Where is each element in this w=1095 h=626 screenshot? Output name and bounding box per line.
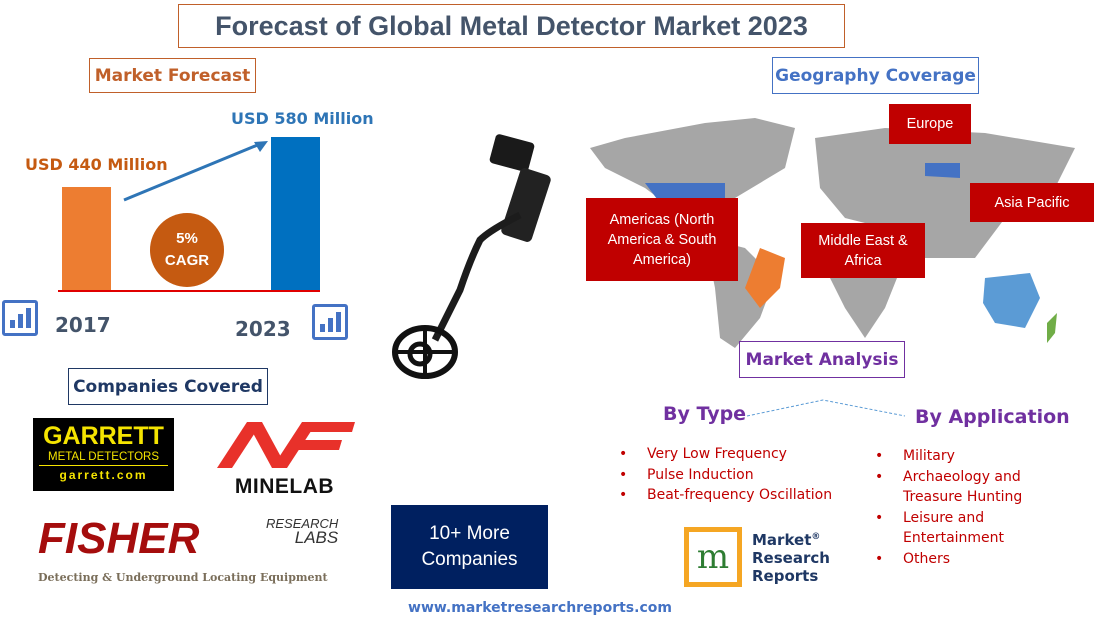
end-value-label: USD 580 Million [231,109,374,128]
list-item: Leisure and Entertainment [875,508,1055,549]
market-forecast-heading: Market Forecast [89,58,256,93]
end-year: 2023 [235,317,291,341]
fisher-sub: RESEARCH LABS [266,516,339,547]
companies-heading: Companies Covered [68,368,268,405]
by-application-heading: By Application [915,406,1070,428]
start-value-label: USD 440 Million [25,155,168,174]
fisher-sub1: RESEARCH [266,516,339,531]
minelab-name: MINELAB [234,475,335,498]
garrett-url: garrett.com [59,468,148,482]
page-title: Forecast of Global Metal Detector Market… [178,4,845,48]
geography-heading: Geography Coverage [772,57,979,94]
minelab-mark-icon [217,422,355,468]
more-companies-box: 10+ More Companies [391,505,548,589]
garrett-logo: GARRETT METAL DETECTORS garrett.com [33,418,174,491]
garrett-sub: METAL DETECTORS [39,450,168,466]
fisher-tagline: Detecting & Underground Locating Equipme… [38,571,328,584]
type-list: Very Low Frequency Pulse Induction Beat-… [619,444,832,506]
fisher-sub2: LABS [294,528,339,547]
bar-chart-icon [2,300,38,336]
application-list: Military Archaeology and Treasure Huntin… [875,446,1055,569]
footer-url[interactable]: www.marketresearchreports.com [408,600,672,616]
mrr-logo-icon: m [684,527,742,587]
region-europe: Europe [889,104,971,144]
cagr-badge: 5% CAGR [150,213,224,287]
start-year: 2017 [55,313,111,337]
bar-2017 [62,187,111,291]
list-item: Very Low Frequency [619,444,832,465]
metal-detector-image [392,134,551,379]
brand-line1: Market [752,531,812,549]
cagr-label: CAGR [164,252,210,269]
list-item: Archaeology and Treasure Hunting [875,467,1055,508]
mrr-logo-text: Market® Research Reports [752,528,830,585]
market-analysis-heading: Market Analysis [739,341,905,378]
connector-line [746,399,906,417]
bar-chart-icon [312,304,348,340]
region-asia-pacific: Asia Pacific [970,183,1094,222]
region-americas: Americas (North America & South America) [586,198,738,281]
fisher-name: FISHER [38,514,200,563]
brand-reg: ® [811,532,821,542]
list-item: Military [875,446,1055,467]
cagr-value: 5% [176,230,198,247]
list-item: Pulse Induction [619,465,832,486]
list-item: Beat-frequency Oscillation [619,485,832,506]
by-type-heading: By Type [663,403,747,425]
brand-line2: Research [752,549,830,567]
minelab-logo: MINELAB [212,420,357,498]
bar-2023 [271,137,320,291]
list-item: Others [875,549,1055,570]
brand-line3: Reports [752,567,819,585]
growth-arrow-icon [123,141,268,202]
garrett-name: GARRETT [43,422,164,450]
chart-baseline [58,290,320,292]
fisher-logo: FISHER RESEARCH LABS Detecting & Undergr… [38,515,348,587]
region-middle-east-africa: Middle East & Africa [801,223,925,278]
